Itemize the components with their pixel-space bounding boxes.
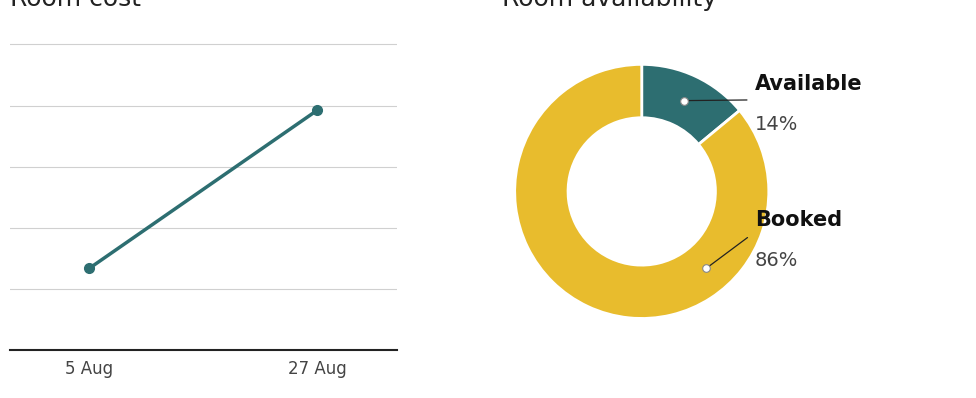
Text: Room availability: Room availability (502, 0, 717, 11)
Wedge shape (642, 64, 740, 144)
Text: Room cost: Room cost (10, 0, 141, 11)
Text: 86%: 86% (754, 251, 798, 270)
Text: Booked: Booked (754, 209, 842, 230)
Text: Available: Available (754, 74, 863, 94)
Wedge shape (514, 64, 769, 318)
Text: 14%: 14% (754, 115, 798, 134)
